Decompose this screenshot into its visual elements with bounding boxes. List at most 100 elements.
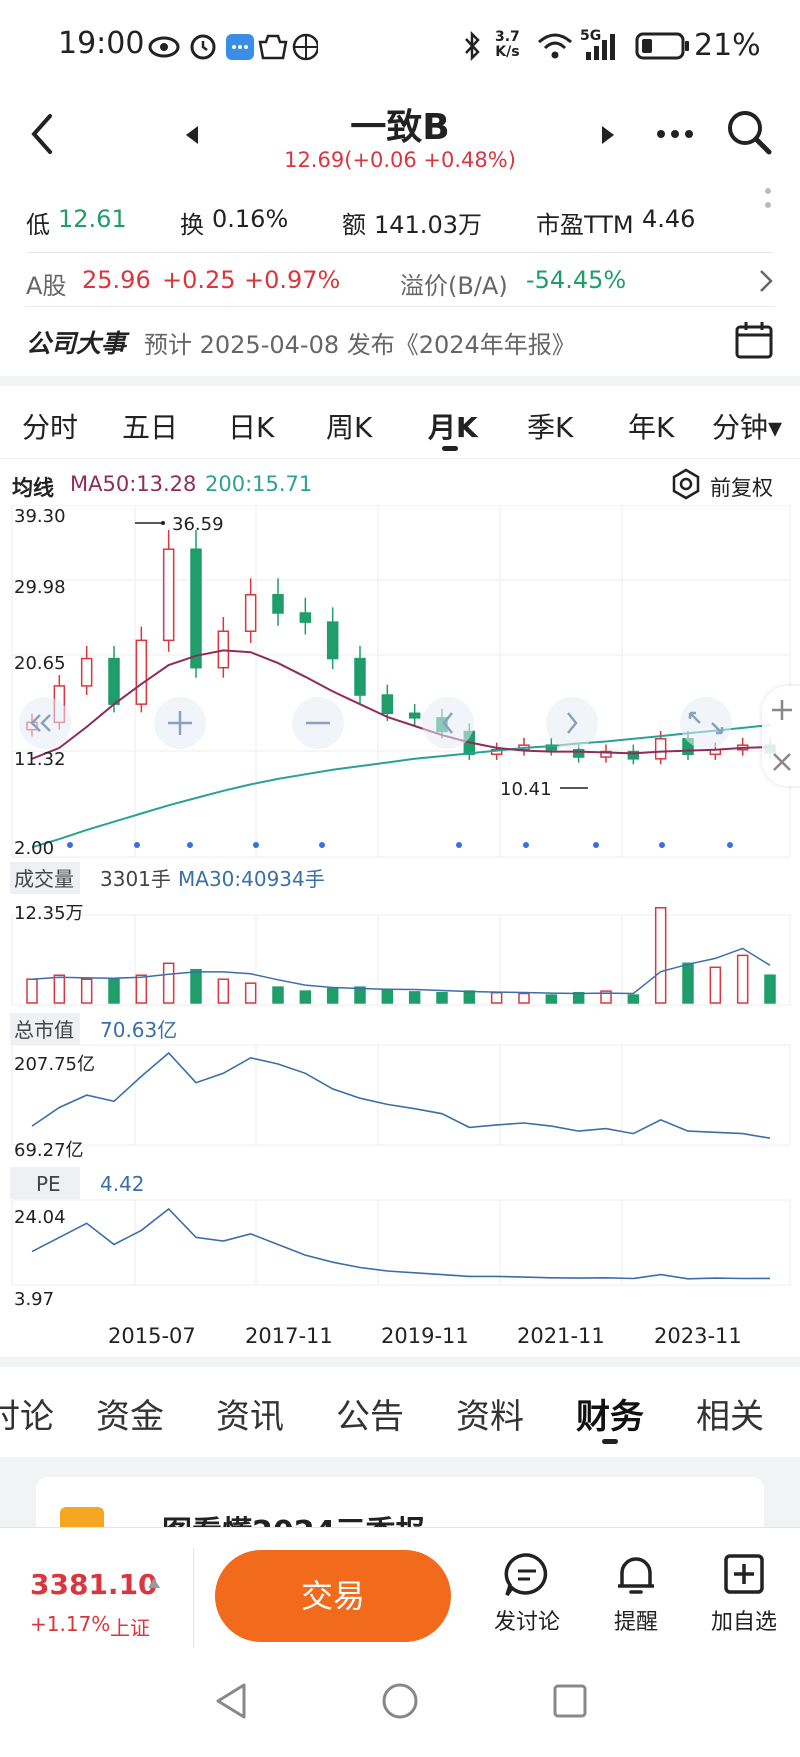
candle-body — [80, 657, 93, 687]
volume-bar — [654, 907, 667, 1004]
a-share-change-pct: +0.97% — [244, 266, 341, 294]
status-notification-icons — [148, 33, 318, 61]
volume-bar — [162, 962, 175, 1004]
x-tick-0: 2015-07 — [108, 1324, 196, 1348]
volume-bar — [463, 990, 476, 1004]
candle-body — [135, 639, 148, 705]
volume-bar — [600, 990, 612, 1004]
next-stock-icon[interactable] — [600, 124, 616, 146]
candlestick-series — [26, 530, 776, 765]
report-card-title: 一图看懂2024三季报 — [132, 1507, 426, 1527]
more-icon[interactable] — [655, 128, 695, 140]
candle-body — [244, 594, 257, 632]
price-axis-label-0: 39.30 — [14, 506, 66, 527]
stock-chart[interactable]: 39.30 29.98 20.65 11.32 2.00 36.59 10.41… — [0, 505, 800, 1355]
page-dot — [253, 842, 259, 848]
price-axis-label-3: 11.32 — [14, 749, 66, 770]
tab-yearly-k[interactable]: 年K — [628, 411, 675, 444]
discuss-label: 发讨论 — [493, 1610, 560, 1635]
divider — [193, 1548, 194, 1648]
chart-grid — [11, 505, 791, 1286]
tab-related[interactable]: 相关 — [696, 1397, 764, 1437]
volume-bar — [572, 991, 585, 1004]
ma50-value: MA50:13.28 — [70, 472, 197, 496]
tab-profile[interactable]: 资料 — [456, 1397, 524, 1437]
index-value[interactable]: 3381.10 — [30, 1568, 158, 1601]
settings-hexagon-icon[interactable] — [670, 468, 702, 500]
x-tick-4: 2023-11 — [654, 1324, 742, 1348]
ma200-line — [31, 724, 771, 849]
chevron-right-icon[interactable] — [758, 268, 774, 294]
nav-recents-icon[interactable] — [552, 1683, 588, 1719]
tab-five-day[interactable]: 五日 — [122, 411, 179, 444]
close-icon[interactable] — [770, 750, 794, 774]
network-type: 5G — [580, 28, 602, 44]
a-share-label: A股 — [26, 272, 67, 300]
back-icon[interactable] — [28, 112, 56, 156]
active-tab-indicator — [442, 446, 458, 451]
volume-bar — [53, 974, 66, 1004]
tab-intraday[interactable]: 分时 — [22, 411, 79, 444]
zoom-in-icon[interactable] — [770, 698, 794, 722]
trade-button[interactable]: 交易 — [215, 1550, 451, 1642]
alert-button[interactable]: 提醒 — [586, 1552, 686, 1636]
add-watchlist-button[interactable]: 加自选 — [694, 1552, 794, 1636]
tab-monthly-k[interactable]: 月K — [428, 411, 478, 444]
report-card[interactable]: 一图看懂2024三季报 — [36, 1477, 764, 1527]
adjust-label[interactable]: 前复权 — [710, 476, 773, 500]
nav-back-icon[interactable] — [212, 1681, 248, 1721]
nav-home-icon[interactable] — [380, 1681, 420, 1721]
volume-ma-line — [31, 947, 771, 995]
mktcap-min-label: 69.27亿 — [14, 1140, 84, 1161]
page-dot — [727, 842, 733, 848]
tab-daily-k[interactable]: 日K — [228, 411, 275, 444]
report-icon — [60, 1507, 104, 1527]
tab-minute[interactable]: 分钟▾ — [712, 411, 783, 444]
search-icon[interactable] — [725, 108, 773, 156]
pan-left-icon — [442, 712, 453, 734]
a-share-row[interactable]: A股 25.96 +0.25 +0.97% 溢价(B/A) -54.45% — [0, 256, 800, 306]
turnover-label: 换 — [180, 211, 204, 239]
zoom-control-bg — [680, 697, 732, 749]
company-event-row[interactable]: 公司大事 预计 2025-04-08 发布《2024年年报》 — [0, 310, 800, 375]
volume-bar — [354, 986, 366, 1004]
wifi-icon — [538, 33, 572, 59]
pe-ttm-value: 4.46 — [642, 205, 696, 233]
premium-value: -54.45% — [526, 266, 627, 294]
tab-funds[interactable]: 资金 — [96, 1397, 164, 1437]
fast-back-icon — [30, 714, 51, 732]
ma200-value: 200:15.71 — [205, 472, 313, 496]
page-dot — [319, 842, 325, 848]
amount-label: 额 — [342, 211, 366, 239]
tab-quarterly-k[interactable]: 季K — [527, 411, 574, 444]
candle-body — [162, 548, 175, 642]
watch-label: 加自选 — [710, 1610, 777, 1635]
tab-news[interactable]: 资讯 — [216, 1397, 284, 1437]
report-card-area: 一图看懂2024三季报 — [0, 1457, 800, 1527]
divider — [26, 252, 774, 253]
tab-announcements[interactable]: 公告 — [336, 1397, 404, 1437]
volume-bar — [627, 994, 640, 1004]
low-value: 12.61 — [58, 205, 127, 233]
tab-financials[interactable]: 财务 — [576, 1397, 644, 1437]
indicator-label[interactable]: 均线 — [12, 476, 54, 500]
calendar-icon[interactable] — [734, 320, 774, 360]
volume-bar — [545, 994, 558, 1004]
discuss-button[interactable]: 发讨论 — [477, 1552, 577, 1636]
page-dot — [659, 842, 665, 848]
expand-dots-icon[interactable] — [762, 185, 774, 215]
candle-body — [654, 738, 667, 760]
page-dot — [134, 842, 140, 848]
prev-stock-icon[interactable] — [184, 124, 200, 146]
tab-weekly-k[interactable]: 周K — [326, 411, 373, 444]
volume-bar — [26, 978, 38, 1004]
x-tick-3: 2021-11 — [517, 1324, 605, 1348]
mktcap-label-bg — [10, 1013, 80, 1045]
page-dot — [187, 842, 193, 848]
bottom-action-bar: 3381.10 +1.17% 上证 交易 发讨论 提醒 加自选 — [0, 1527, 800, 1668]
discuss-icon — [504, 1553, 548, 1597]
volume-bar — [682, 962, 694, 1004]
zoom-control-bg — [546, 697, 598, 749]
tab-discussion[interactable]: 讨论 — [0, 1397, 54, 1437]
status-time: 19:00 — [58, 26, 145, 61]
